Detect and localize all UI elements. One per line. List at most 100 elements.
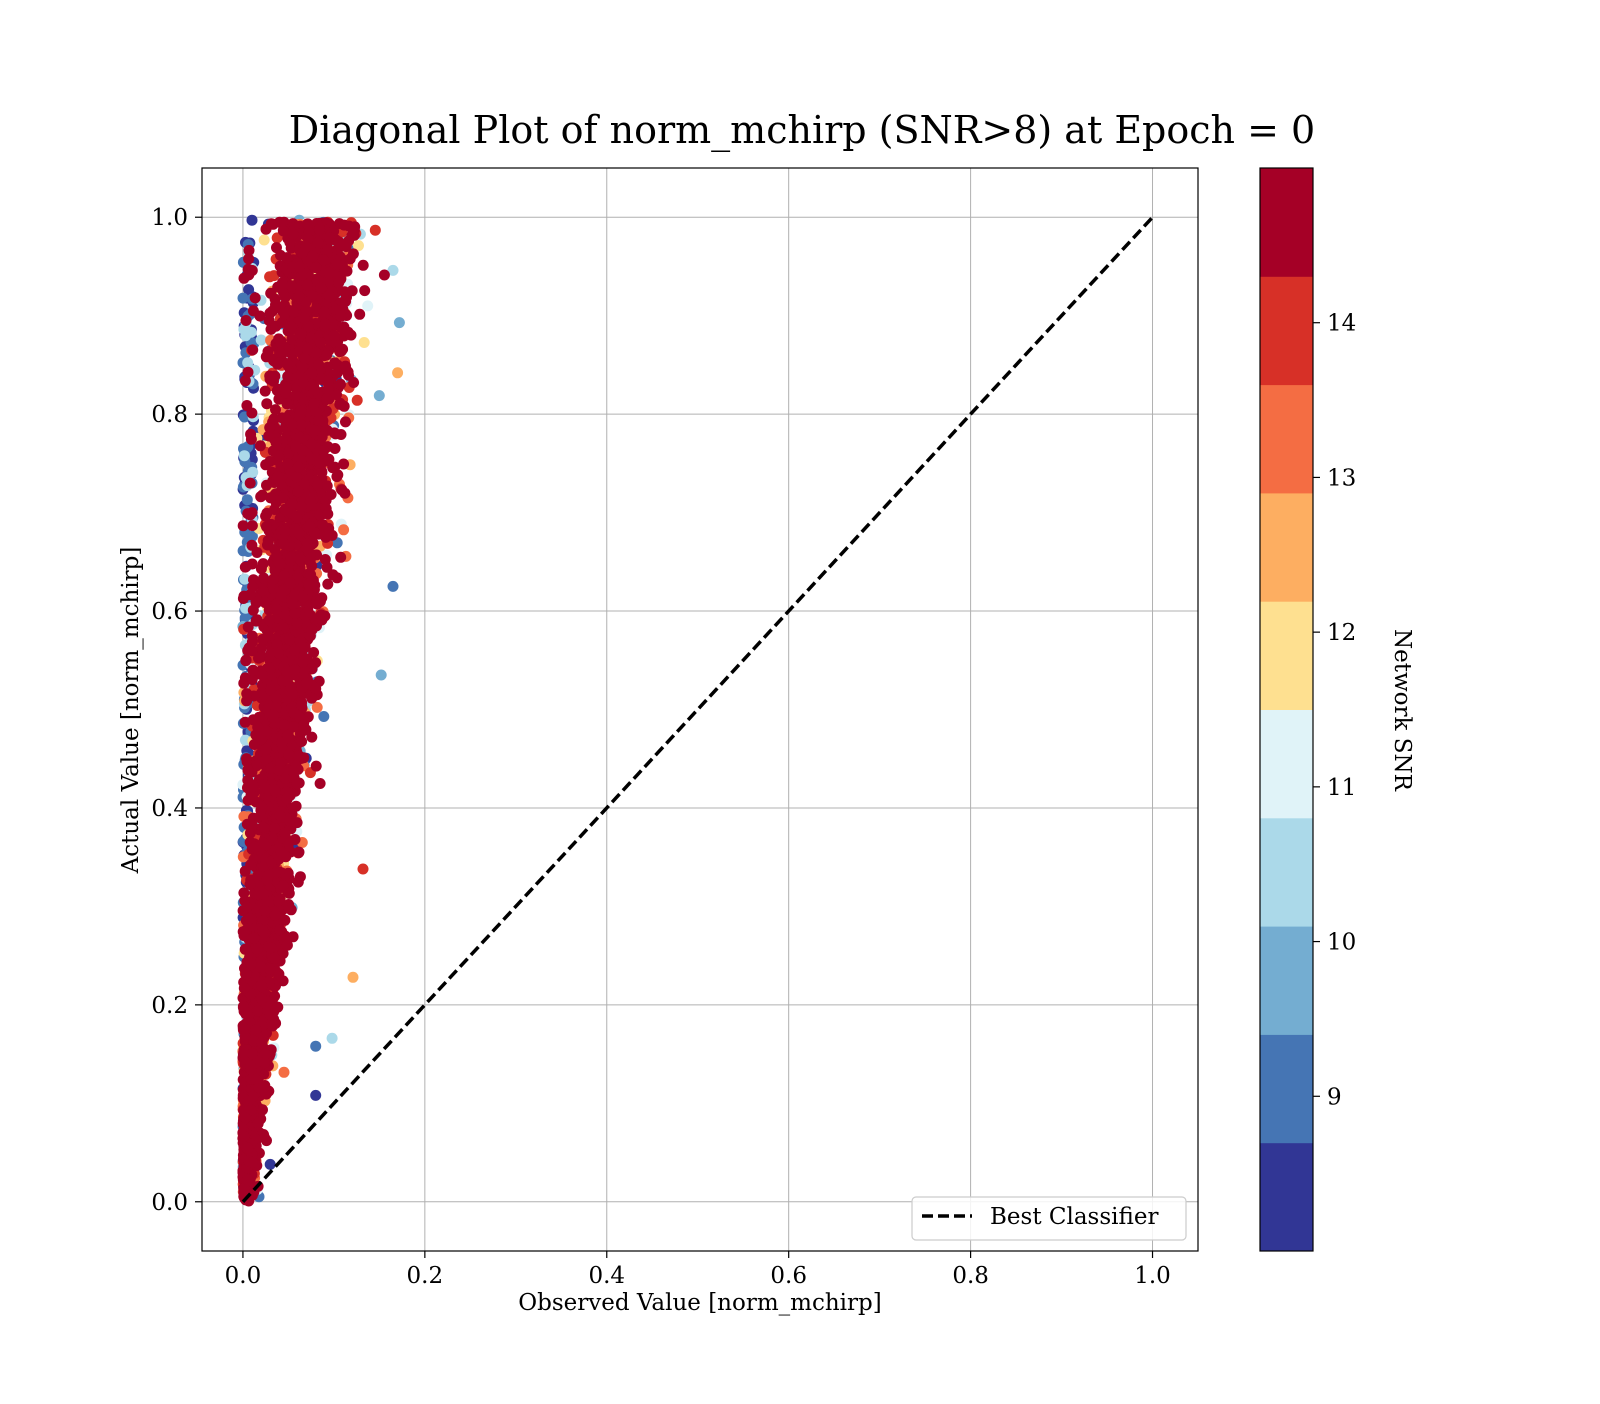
data-point: [314, 337, 326, 348]
data-point: [244, 477, 256, 489]
data-point: [260, 753, 272, 765]
data-point: [239, 1031, 251, 1043]
data-point: [242, 366, 254, 378]
data-point: [285, 904, 297, 916]
data-point: [257, 915, 269, 927]
data-point: [321, 480, 333, 492]
data-point: [309, 425, 321, 436]
data-point: [291, 616, 303, 628]
data-point: [305, 495, 316, 507]
data-point: [264, 422, 276, 434]
x-axis-ticks: 0.0 0.2 0.4 0.6 0.8 1.0: [225, 1251, 1171, 1289]
data-point: [318, 306, 330, 318]
data-point: [387, 264, 399, 276]
data-point: [256, 993, 268, 1005]
data-point: [242, 764, 254, 776]
data-point: [292, 485, 304, 497]
data-point: [264, 963, 276, 975]
y-axis-ticks: 0.00.20.40.60.81.0: [151, 205, 202, 1216]
data-point: [281, 252, 293, 264]
data-point: [316, 466, 328, 478]
data-point: [271, 242, 282, 254]
data-point: [247, 581, 259, 593]
data-point: [331, 258, 343, 270]
data-point: [238, 982, 250, 994]
y-tick-label: 0.2: [151, 993, 188, 1019]
data-point: [282, 840, 294, 851]
colorbar-segment: [1260, 709, 1313, 819]
data-point: [241, 688, 253, 700]
data-point: [295, 419, 307, 431]
x-tick-label: 0.8: [952, 1263, 989, 1289]
data-point: [243, 244, 255, 256]
data-point: [246, 636, 258, 648]
data-point: [244, 913, 256, 924]
data-point: [252, 1005, 264, 1017]
colorbar-segment: [1260, 276, 1313, 386]
data-point: [319, 610, 331, 622]
data-point: [255, 563, 267, 575]
data-point: [301, 279, 313, 291]
data-point: [297, 656, 309, 668]
y-tick-label: 0.0: [151, 1190, 188, 1216]
data-point: [393, 317, 405, 329]
data-point: [274, 810, 286, 822]
data-point: [321, 349, 333, 361]
colorbar-frame: [1259, 167, 1314, 1252]
data-point: [243, 253, 255, 265]
data-point: [272, 647, 284, 659]
data-point: [237, 520, 249, 532]
data-point: [335, 378, 346, 390]
data-point: [247, 664, 259, 676]
data-point: [296, 361, 308, 373]
data-point: [306, 731, 318, 743]
data-point: [305, 438, 317, 450]
data-point: [293, 461, 305, 473]
data-point: [289, 664, 301, 676]
data-point: [239, 672, 251, 684]
data-point: [338, 458, 350, 470]
data-point: [279, 914, 291, 926]
data-point: [245, 859, 257, 871]
data-point: [264, 373, 276, 385]
data-point: [313, 359, 325, 371]
data-point: [278, 1066, 290, 1078]
data-point: [339, 487, 351, 499]
data-point: [240, 967, 252, 979]
y-tick-label: 1.0: [151, 205, 188, 231]
data-point: [242, 1142, 254, 1154]
data-point: [238, 450, 250, 462]
data-point: [270, 437, 282, 449]
data-point: [241, 400, 253, 411]
data-point: [242, 1174, 254, 1186]
data-point: [369, 224, 381, 236]
data-point: [295, 405, 307, 417]
data-point: [278, 538, 290, 550]
data-point: [335, 551, 347, 563]
data-point: [333, 236, 345, 248]
data-point: [238, 887, 250, 899]
colorbar-tick-label: 9: [1327, 1084, 1342, 1110]
data-point: [313, 457, 325, 469]
data-point: [279, 308, 291, 320]
data-point: [246, 1048, 258, 1060]
data-point: [259, 905, 271, 917]
data-point: [255, 334, 267, 346]
data-point: [289, 608, 301, 619]
data-point: [241, 753, 252, 765]
data-point: [272, 1001, 284, 1013]
data-point: [259, 782, 271, 794]
data-point: [275, 846, 287, 858]
data-point: [276, 317, 288, 328]
data-point: [239, 1112, 251, 1124]
data-point: [322, 384, 334, 396]
data-point: [246, 1156, 258, 1168]
data-point: [340, 295, 352, 307]
data-point: [264, 664, 276, 675]
data-point: [314, 596, 326, 607]
data-point: [261, 521, 272, 533]
data-point: [323, 290, 335, 301]
colorbar-segment: [1260, 926, 1313, 1035]
data-point: [249, 1073, 261, 1085]
